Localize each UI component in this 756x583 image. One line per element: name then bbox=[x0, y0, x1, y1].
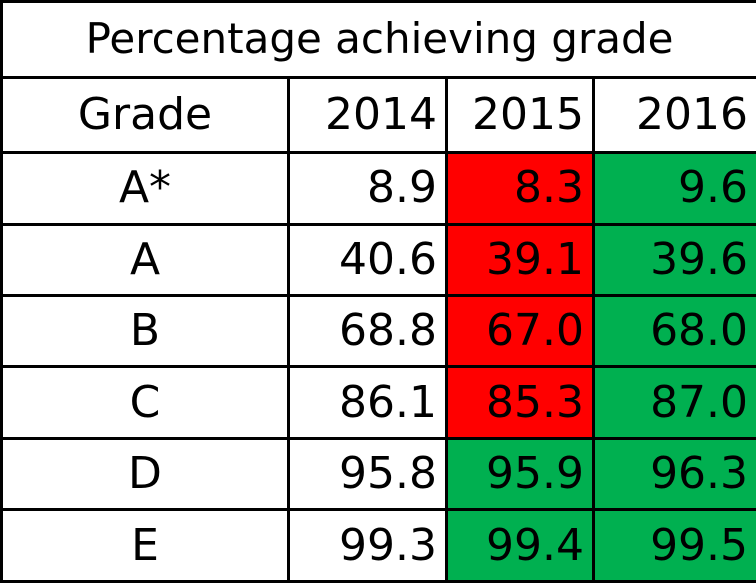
grade-label-cell: E bbox=[0, 508, 290, 583]
table-row: C 86.1 85.3 87.0 bbox=[0, 365, 756, 440]
value-cell: 99.3 bbox=[287, 508, 448, 583]
value-cell: 67.0 bbox=[445, 293, 595, 369]
value-cell: 95.9 bbox=[445, 436, 595, 512]
grade-label-cell: A* bbox=[0, 151, 290, 226]
value-cell: 96.3 bbox=[591, 436, 756, 512]
table-header-row: Grade 2014 2015 2016 bbox=[0, 75, 756, 155]
value-cell: 87.0 bbox=[591, 365, 756, 440]
grade-label-cell: A bbox=[0, 222, 290, 298]
year-header-2015: 2015 bbox=[445, 75, 595, 155]
value-cell: 99.5 bbox=[591, 508, 756, 583]
value-cell: 8.3 bbox=[445, 151, 595, 226]
table-row: B 68.8 67.0 68.0 bbox=[0, 293, 756, 369]
value-cell: 99.4 bbox=[445, 508, 595, 583]
table-row: E 99.3 99.4 99.5 bbox=[0, 508, 756, 583]
table-row: A* 8.9 8.3 9.6 bbox=[0, 151, 756, 226]
value-cell: 68.0 bbox=[591, 293, 756, 369]
value-cell: 86.1 bbox=[287, 365, 448, 440]
value-cell: 68.8 bbox=[287, 293, 448, 369]
grade-label-cell: C bbox=[0, 365, 290, 440]
value-cell: 39.1 bbox=[445, 222, 595, 298]
value-cell: 8.9 bbox=[287, 151, 448, 226]
year-header-2014: 2014 bbox=[287, 75, 448, 155]
table-title: Percentage achieving grade bbox=[0, 0, 756, 79]
grade-column-header: Grade bbox=[0, 75, 290, 155]
table-title-row: Percentage achieving grade bbox=[0, 0, 756, 79]
value-cell: 9.6 bbox=[591, 151, 756, 226]
value-cell: 40.6 bbox=[287, 222, 448, 298]
table-row: A 40.6 39.1 39.6 bbox=[0, 222, 756, 298]
value-cell: 39.6 bbox=[591, 222, 756, 298]
grade-label-cell: D bbox=[0, 436, 290, 512]
table-row: D 95.8 95.9 96.3 bbox=[0, 436, 756, 512]
year-header-2016: 2016 bbox=[591, 75, 756, 155]
value-cell: 85.3 bbox=[445, 365, 595, 440]
grade-label-cell: B bbox=[0, 293, 290, 369]
value-cell: 95.8 bbox=[287, 436, 448, 512]
